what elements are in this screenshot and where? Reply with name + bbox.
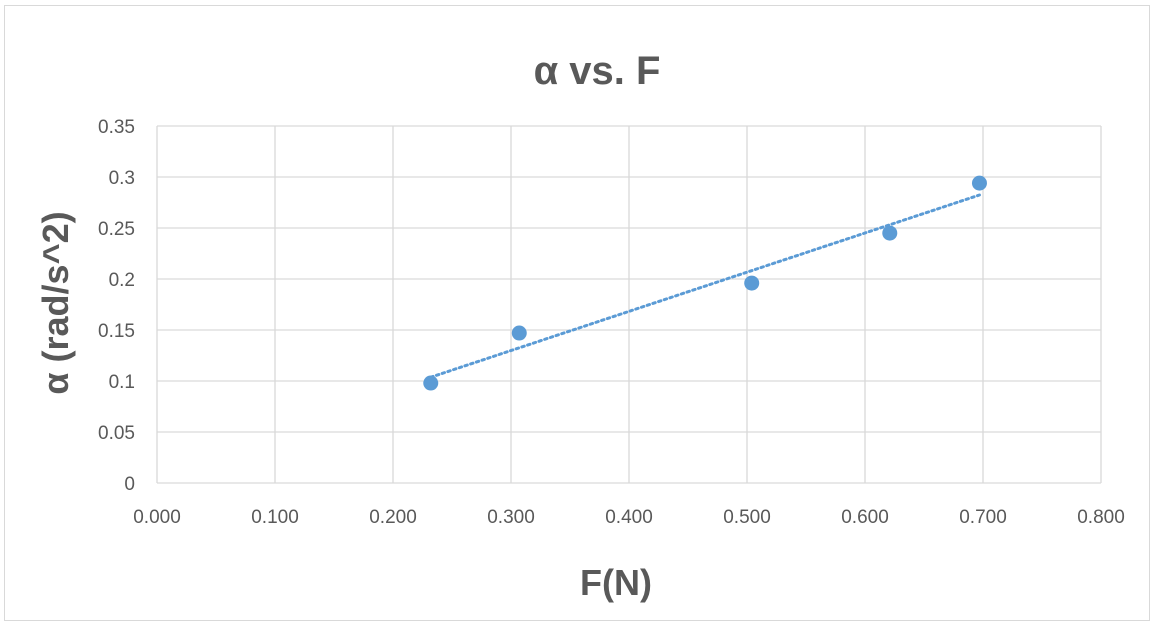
x-tick-label: 0.400: [605, 507, 653, 528]
y-tick-label: 0.1: [109, 372, 135, 393]
y-tick-label: 0.35: [98, 117, 135, 138]
x-tick-label: 0.600: [841, 507, 889, 528]
x-tick-label: 0.200: [369, 507, 417, 528]
trendline: [429, 193, 981, 379]
grid: [156, 125, 1102, 484]
data-points: [423, 175, 987, 391]
y-axis-title: α (rad/s^2): [35, 211, 76, 394]
x-tick-label: 0.000: [133, 507, 181, 528]
y-tick-label: 0.25: [98, 219, 135, 240]
x-tick-label: 0.700: [959, 507, 1007, 528]
y-tick-label: 0.05: [98, 423, 135, 444]
y-tick-label: 0.3: [109, 168, 135, 189]
x-tick-label: 0.500: [723, 507, 771, 528]
x-axis-title: F(N): [580, 562, 652, 603]
data-point: [971, 175, 987, 191]
data-point: [423, 375, 439, 391]
trendline-line: [429, 193, 981, 379]
data-point: [511, 325, 527, 341]
x-tick-label: 0.100: [251, 507, 299, 528]
chart-frame: [4, 5, 1150, 621]
y-tick-labels: 0 0.05 0.1 0.15 0.2 0.25 0.3 0.35: [98, 117, 135, 495]
y-tick-label: 0: [124, 474, 135, 495]
data-point: [744, 275, 760, 291]
x-tick-label: 0.300: [487, 507, 535, 528]
x-tick-label: 0.800: [1077, 507, 1125, 528]
chart-title: α vs. F: [534, 49, 661, 93]
x-tick-labels: 0.000 0.100 0.200 0.300 0.400 0.500 0.600 0.700…: [133, 507, 1125, 528]
data-point: [882, 225, 898, 241]
y-tick-label: 0.2: [109, 270, 135, 291]
y-tick-label: 0.15: [98, 321, 135, 342]
